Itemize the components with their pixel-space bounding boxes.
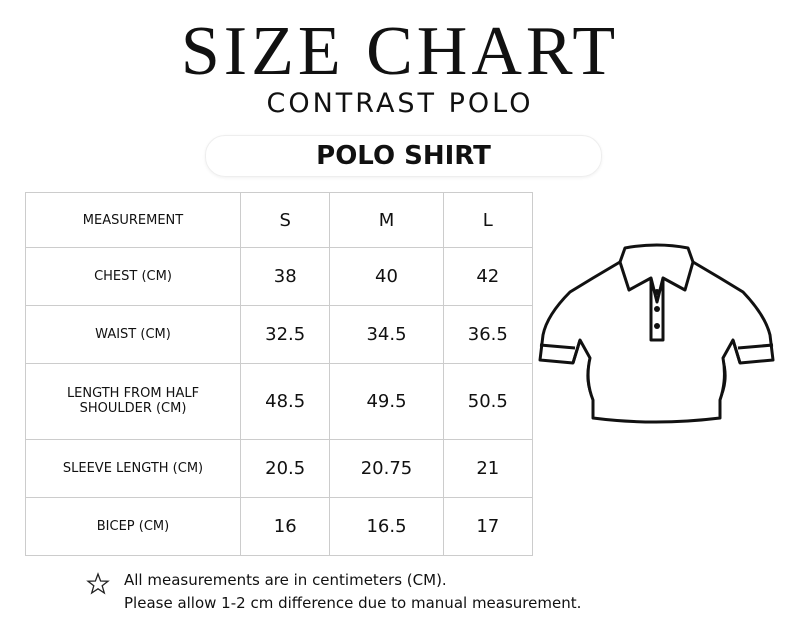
header-row: MEASUREMENT S M L [25, 192, 534, 248]
size-value: 16 [239, 496, 331, 557]
measurement-label: WAIST (CM) [25, 305, 241, 365]
note: All measurements are in centimeters (CM)… [124, 571, 447, 589]
subtitle: CONTRAST POLO [266, 88, 534, 119]
table-row: CHEST (CM) 38 40 42 [25, 246, 534, 307]
column-header: M [329, 192, 444, 248]
size-value: 16.5 [329, 496, 444, 557]
measurement-label: CHEST (CM) [25, 246, 241, 307]
size-value: 21 [442, 438, 534, 498]
size-value: 32.5 [239, 305, 331, 365]
measurement-label: SLEEVE LENGTH (CM) [25, 438, 241, 498]
measurement-label: LENGTH FROM HALF SHOULDER (CM) [25, 363, 241, 440]
size-value: 17 [442, 496, 534, 557]
size-value: 38 [239, 246, 331, 307]
title: SIZE CHART [180, 13, 620, 90]
size-table: MEASUREMENT S M L CHEST (CM) 38 40 42 WAIST (CM)… [25, 192, 534, 557]
table-row: WAIST (CM) 32.5 34.5 36.5 [25, 305, 534, 365]
column-header: S [239, 192, 331, 248]
product-label: POLO SHIRT [205, 135, 602, 177]
column-header: L [442, 192, 534, 248]
table-row: LENGTH FROM HALF SHOULDER (CM) 48.5 49.5 50… [25, 363, 534, 440]
size-value: 20.5 [239, 438, 331, 498]
size-value: 49.5 [329, 363, 444, 440]
size-value: 40 [329, 246, 444, 307]
column-header: MEASUREMENT [25, 192, 241, 248]
table-row: SLEEVE LENGTH (CM) 20.5 20.75 21 [25, 438, 534, 498]
measurement-label: BICEP (CM) [25, 496, 241, 557]
size-value: 36.5 [442, 305, 534, 365]
note: Please allow 1-2 cm difference due to ma… [124, 594, 582, 612]
size-value: 42 [442, 246, 534, 307]
size-value: 50.5 [442, 363, 534, 440]
size-value: 20.75 [329, 438, 444, 498]
star-icon [86, 572, 110, 595]
size-value: 48.5 [239, 363, 331, 440]
size-value: 34.5 [329, 305, 444, 365]
table-row: BICEP (CM) 16 16.5 17 [25, 496, 534, 557]
shirt-illustration [538, 243, 775, 424]
